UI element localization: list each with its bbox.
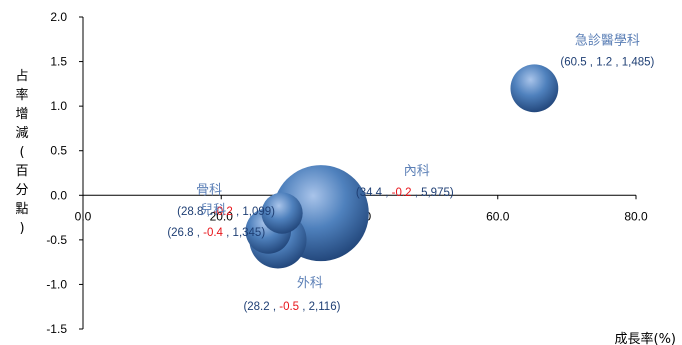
category-label: 骨科: [196, 183, 222, 198]
category-label: 兒科: [200, 203, 226, 218]
y-tick-label: -1.0: [46, 277, 67, 291]
y-tick-label: 0.0: [50, 188, 67, 202]
category-label: 外科: [297, 276, 323, 291]
x-tick-label: 20.0: [210, 209, 234, 223]
axes: 2.01.51.00.50.0-0.5-1.0-1.50.020.040.060…: [15, 10, 676, 345]
category-label: 內科: [404, 164, 430, 179]
y-axis-title: 占率增減(百分點): [15, 69, 28, 236]
value-label: (28.2 , -0.5 , 2,116): [243, 301, 340, 313]
y-tick-label: 2.0: [50, 10, 67, 24]
y-tick-label: -0.5: [46, 233, 67, 247]
category-label: 急診醫學科: [575, 32, 640, 48]
bubble-骨科: [261, 192, 303, 234]
y-tick-label: 1.5: [50, 55, 67, 69]
x-tick-label: 80.0: [624, 209, 648, 223]
y-tick-label: -1.5: [46, 322, 67, 336]
y-tick-label: 0.5: [50, 144, 67, 158]
value-label: (28.8 , -0.2 , 1,099): [177, 206, 275, 218]
value-label: (60.5 , 1.2 , 1,485): [560, 56, 654, 68]
x-tick-label: 0.0: [75, 209, 92, 223]
bubble-急診醫學科: [510, 64, 559, 113]
y-tick-label: 1.0: [50, 99, 67, 113]
bubbles: [245, 64, 559, 269]
value-label: (34.4 , -0.2 , 5,975): [356, 187, 454, 199]
value-label: (26.8 , -0.4 , 1,345): [167, 227, 265, 239]
data-labels: 急診醫學科 (60.5 , 1.2 , 1,485) 內科 (34.4 , -0.2 …: [167, 32, 654, 313]
x-axis-title: 成長率(%): [615, 331, 677, 345]
x-tick-label: 60.0: [486, 209, 510, 223]
